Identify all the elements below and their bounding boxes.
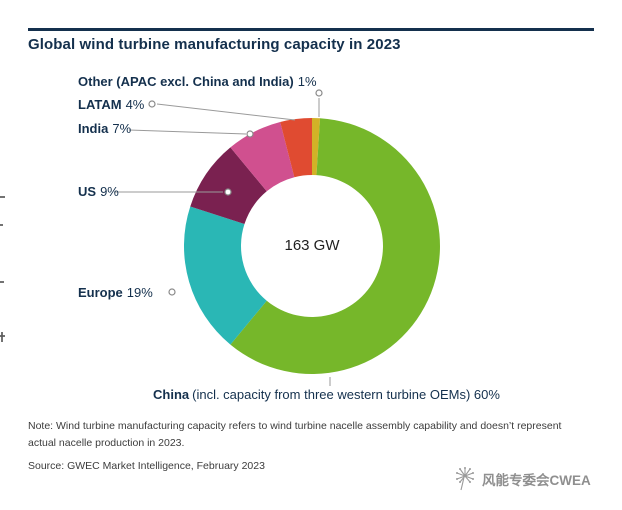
donut-segment-5: [230, 122, 295, 192]
label-other: Other (APAC excl. China and India) 1%: [78, 74, 317, 89]
edge-text-fragment: [0, 196, 5, 198]
label-china-detail: (incl. capacity from three western turbi…: [192, 387, 500, 402]
donut-segments: [183, 117, 440, 374]
label-us: US 9%: [78, 184, 119, 199]
leader-line-india: [128, 129, 247, 135]
source-line: Source: GWEC Market Intelligence, Februa…: [28, 460, 265, 472]
label-other-value: 1%: [297, 74, 317, 89]
label-india-name: India: [78, 121, 109, 136]
label-latam: LATAM 4%: [78, 97, 144, 112]
leader-dot-other: [315, 89, 323, 97]
edge-text-fragment: [1, 332, 3, 342]
footnote-line-2: actual nacelle production in 2023.: [28, 436, 185, 449]
label-europe-name: Europe: [78, 285, 123, 300]
leader-dot-india: [246, 130, 254, 138]
label-other-name: Other (APAC excl. China and India): [78, 74, 294, 89]
chart-title: Global wind turbine manufacturing capaci…: [28, 36, 401, 53]
edge-text-fragment: [0, 335, 5, 337]
leader-line-latam: [156, 103, 296, 121]
donut-segment-1: [312, 117, 321, 176]
top-rule: [28, 28, 594, 31]
edge-text-fragment: [0, 281, 4, 283]
label-latam-name: LATAM: [78, 97, 122, 112]
donut-segment-6: [280, 118, 312, 178]
label-china: China (incl. capacity from three western …: [153, 387, 500, 402]
label-us-name: US: [78, 184, 97, 199]
donut-segment-2: [230, 118, 440, 374]
label-india: India 7%: [78, 121, 131, 136]
donut-segment-3: [183, 206, 267, 345]
footnote: Note: Wind turbine manufacturing capacit…: [28, 418, 598, 452]
leader-dot-latam: [148, 100, 156, 108]
donut-center-value: 163 GW: [284, 237, 340, 254]
donut-segment-4: [190, 147, 267, 225]
label-china-name: China: [153, 387, 190, 402]
edge-text-fragment: [0, 224, 3, 226]
label-latam-value: 4%: [125, 97, 145, 112]
leader-dot-us: [224, 188, 232, 196]
watermark-text: 风能专委会CWEA: [482, 473, 591, 488]
label-europe-value: 19%: [126, 285, 153, 300]
label-us-value: 9%: [100, 184, 119, 199]
footnote-line-1: Note: Wind turbine manufacturing capacit…: [28, 420, 562, 432]
label-europe: Europe 19%: [78, 285, 153, 300]
leader-dot-europe: [168, 288, 176, 296]
dandelion-icon: [456, 467, 474, 491]
watermark: 风能专委会CWEA: [452, 466, 591, 492]
label-india-value: 7%: [112, 121, 132, 136]
